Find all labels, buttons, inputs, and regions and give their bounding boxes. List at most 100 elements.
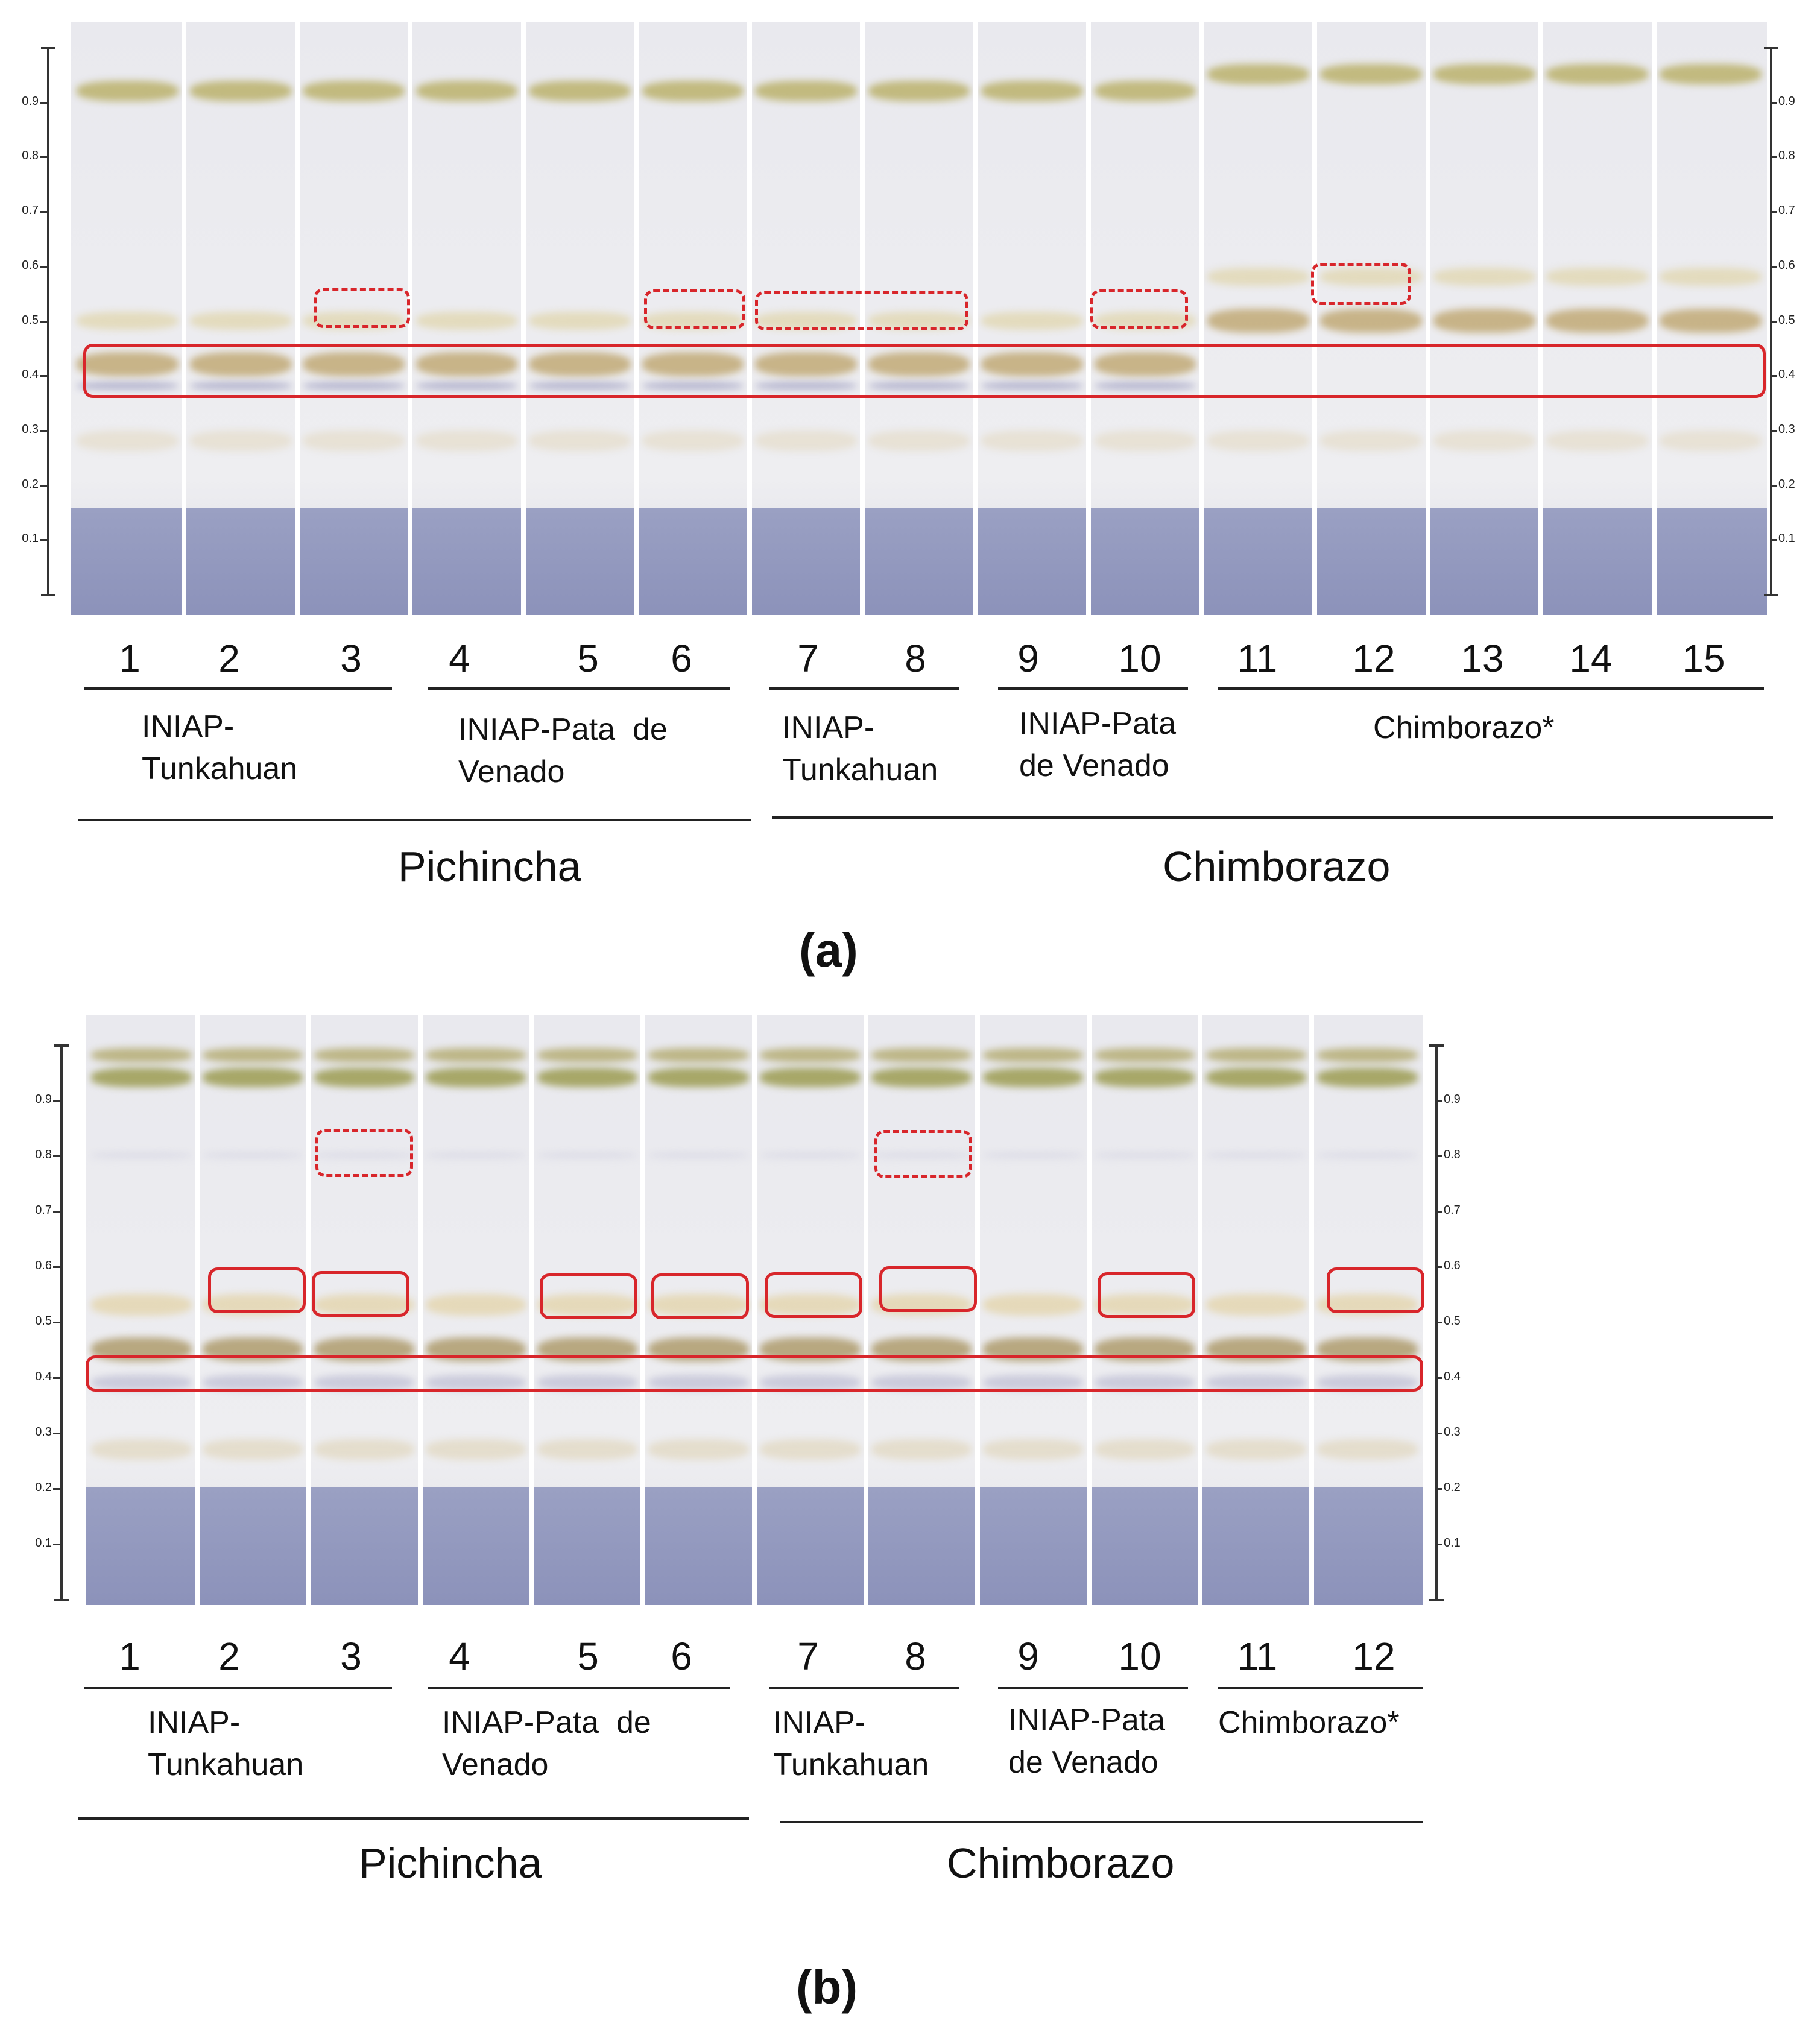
tlc-band — [642, 383, 744, 390]
lane-separator — [1312, 22, 1318, 615]
lane-separator — [1425, 22, 1430, 615]
lane-number: 13 — [1461, 637, 1504, 680]
region-label: Chimborazo — [1163, 843, 1391, 890]
scale-tick — [40, 539, 47, 541]
scale-cap-bottom — [1764, 594, 1778, 596]
scale-tick — [40, 484, 47, 487]
scale-tick — [1435, 1488, 1442, 1490]
solvent-front — [1312, 1487, 1423, 1605]
scale-tick — [1435, 1322, 1442, 1323]
tlc-band — [1205, 1068, 1306, 1088]
lane-number: 3 — [340, 1635, 362, 1678]
tlc-band — [871, 1068, 972, 1088]
scale-tick — [1770, 211, 1777, 213]
underline-group-1 — [84, 1687, 392, 1689]
underline-group-2 — [428, 1687, 730, 1689]
tlc-band — [189, 431, 292, 452]
tlc-band — [203, 1152, 303, 1158]
lane-separator — [1538, 22, 1544, 615]
tlc-band — [1433, 431, 1535, 452]
scale-tick-label: 0.2 — [22, 477, 39, 491]
scale-spine — [60, 1044, 63, 1599]
scale-tick-label: 0.4 — [1444, 1370, 1461, 1383]
tlc-band — [529, 80, 631, 101]
tlc-band — [981, 352, 1083, 377]
tlc-band — [203, 1375, 303, 1391]
lane-separator — [520, 22, 526, 615]
solvent-front — [749, 508, 863, 615]
tlc-band — [1205, 1294, 1306, 1316]
lane-number: 5 — [577, 1635, 599, 1678]
tlc-band — [91, 1048, 192, 1063]
tlc-band — [91, 1375, 192, 1391]
scale-cap-bottom — [41, 594, 55, 596]
panel-a: 0.9 0.8 0.7 0.6 0.5 0.4 0.3 0.2 0.1 0.9 0.8 0.7 0.6… — [0, 0, 1820, 995]
underline-region-1 — [78, 819, 751, 821]
tlc-band — [982, 1294, 1084, 1316]
group-label: Chimborazo* — [1373, 710, 1555, 745]
tlc-lane — [1427, 22, 1541, 615]
scale-tick — [53, 1211, 60, 1213]
scale-tick — [1770, 265, 1777, 268]
lane-separator — [529, 1015, 534, 1605]
scale-tick-label: 0.8 — [35, 1148, 52, 1161]
scale-tick — [53, 1322, 60, 1323]
tlc-band — [760, 1375, 861, 1391]
tlc-band — [91, 1068, 192, 1088]
highlight-box-solid — [540, 1273, 637, 1319]
tlc-band — [416, 311, 518, 330]
scale-tick-label: 0.5 — [22, 313, 39, 327]
tlc-band — [425, 1375, 526, 1391]
caption-a: (a) — [799, 923, 858, 977]
lane-number: 14 — [1569, 637, 1613, 680]
scale-cap-top — [54, 1044, 69, 1047]
tlc-band — [755, 311, 857, 330]
lane-separator — [417, 1015, 423, 1605]
tlc-band — [189, 352, 292, 377]
lane-number: 11 — [1237, 1635, 1278, 1678]
scale-tick-label: 0.1 — [35, 1536, 52, 1550]
tlc-band — [416, 431, 518, 452]
tlc-band — [982, 1048, 1084, 1063]
scale-cap-bottom — [1429, 1599, 1444, 1601]
tlc-band — [314, 1439, 415, 1460]
scale-tick — [1435, 1155, 1442, 1157]
tlc-band — [77, 311, 179, 330]
tlc-band — [1546, 308, 1649, 333]
panel-b: 0.9 0.8 0.7 0.6 0.5 0.4 0.3 0.2 0.1 0.9 0.8 0.7 0.6… — [0, 995, 1820, 2044]
scale-tick-label: 0.1 — [22, 532, 39, 546]
scale-tick — [1770, 101, 1777, 104]
tlc-lane — [1089, 22, 1202, 615]
scale-tick-label: 0.6 — [1778, 258, 1795, 272]
tlc-band — [1317, 1439, 1418, 1460]
tlc-band — [1433, 64, 1535, 85]
tlc-band — [314, 1152, 415, 1158]
underline-group-1 — [84, 687, 392, 690]
highlight-box-dashed — [314, 288, 410, 328]
group-label: INIAP-Pata de Venado — [458, 712, 668, 789]
tlc-band — [1205, 1152, 1306, 1158]
scale-cap-top — [1764, 47, 1778, 49]
scale-tick-label: 0.6 — [22, 258, 39, 272]
lane-number: 2 — [218, 637, 240, 680]
group-label: INIAP- Tunkahuan — [148, 1705, 304, 1782]
scale-tick-label: 0.2 — [1444, 1481, 1461, 1494]
tlc-band — [871, 1375, 972, 1391]
tlc-band — [868, 80, 970, 101]
tlc-lane — [410, 22, 523, 615]
tlc-band — [1207, 431, 1309, 452]
tlc-band — [760, 1048, 861, 1063]
tlc-band — [871, 1048, 972, 1063]
tlc-band — [425, 1068, 526, 1088]
tlc-lane — [184, 22, 297, 615]
tlc-band — [1659, 64, 1762, 85]
tlc-band — [303, 431, 405, 452]
tlc-band — [303, 383, 405, 390]
scale-tick — [40, 156, 47, 159]
tlc-band — [416, 383, 518, 390]
lane-separator — [294, 22, 300, 615]
highlight-box-dashed — [315, 1129, 413, 1177]
tlc-band — [77, 80, 179, 101]
tlc-band — [868, 383, 970, 390]
scale-cap-top — [41, 47, 55, 49]
